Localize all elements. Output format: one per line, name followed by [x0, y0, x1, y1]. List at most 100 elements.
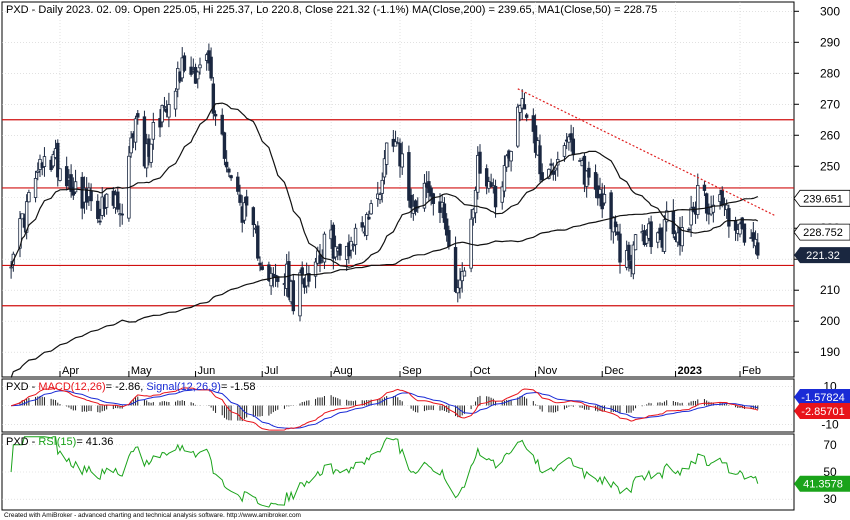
candle-body	[409, 194, 413, 209]
price-value-tags: 239.651 228.752 221.32	[793, 189, 850, 264]
price-frame	[1, 1, 795, 378]
candle-body	[196, 71, 200, 80]
candle-body	[704, 193, 709, 214]
rsi-legend-value: = 41.36	[76, 436, 113, 448]
candle-body	[160, 105, 164, 123]
candle-body	[158, 117, 162, 128]
candle-body	[351, 244, 356, 247]
candle-body	[524, 114, 529, 118]
candle-body	[538, 145, 542, 175]
ma200-line	[10, 196, 759, 378]
candle-body	[24, 201, 29, 233]
macd-legend-prefix: PXD -	[6, 381, 38, 393]
candle-body	[236, 176, 240, 192]
macd-lines	[10, 387, 759, 431]
candle-body	[378, 194, 382, 201]
candle-body	[224, 161, 229, 168]
macd-legend-signal-value: = -1.58	[221, 381, 256, 393]
candle-body	[520, 98, 524, 109]
candle-body	[69, 174, 73, 192]
price-y-tick-label: 250	[820, 159, 840, 173]
rsi-y-axis: 70 50 30	[823, 438, 837, 506]
price-x-tick-label: Aug	[333, 365, 353, 377]
candle-body	[742, 223, 747, 243]
price-x-tick-label: Jun	[198, 365, 216, 377]
candle-body	[598, 188, 602, 195]
candle-body	[756, 242, 760, 256]
candle-body	[9, 266, 13, 269]
candle-body	[413, 200, 418, 212]
candle-body	[136, 113, 140, 118]
ma50-line	[10, 102, 759, 268]
signal-line	[11, 389, 758, 429]
candle-body	[360, 222, 364, 228]
candle-body	[649, 221, 653, 248]
candle-body	[238, 194, 242, 203]
candle-body	[27, 192, 31, 203]
candle-body	[613, 221, 618, 228]
candle-body	[644, 234, 649, 244]
candle-body	[689, 207, 693, 226]
macd-value-tags: -1.57824 -2.85701	[794, 389, 850, 419]
price-x-tick-label: Nov	[538, 365, 558, 377]
candle-body	[473, 189, 478, 214]
price-grid	[2, 2, 794, 377]
rsi-line	[10, 436, 759, 508]
price-y-tick-label: 300	[820, 4, 840, 18]
candle-body	[593, 172, 598, 190]
candle-body	[540, 172, 544, 181]
candle-body	[471, 209, 476, 219]
candle-body	[447, 230, 451, 247]
candle-body	[740, 217, 744, 230]
rsi-legend: PXD - RSI(15)= 41.36	[6, 436, 113, 448]
candle-body	[58, 168, 62, 181]
candle-body	[322, 233, 327, 263]
macd-legend-macd-value: = -2.86,	[106, 381, 147, 393]
candle-body	[549, 163, 553, 166]
macd-y-tick-label: -10	[821, 417, 839, 431]
candle-body	[382, 158, 387, 178]
candle-body	[582, 155, 587, 185]
macd-legend: PXD - MACD(12,26)= -2.86, Signal(12,26,9…	[6, 381, 256, 393]
candle-body	[104, 193, 109, 208]
candle-body	[173, 90, 178, 110]
candle-body	[531, 115, 536, 132]
candle-body	[229, 175, 233, 179]
candle-body	[751, 232, 756, 242]
candle-body	[64, 166, 69, 187]
signal-value-tag: -1.57824	[794, 389, 850, 405]
candle-body	[656, 232, 660, 243]
candle-body	[562, 145, 567, 157]
candle-body	[571, 138, 576, 156]
candle-body	[298, 272, 302, 317]
candle-body	[400, 153, 404, 168]
candle-body	[220, 114, 224, 135]
candle-body	[367, 216, 371, 220]
candle-body	[307, 273, 311, 282]
price-panel: 190200210220230240250260270280290300 Apr…	[1, 1, 850, 378]
candle-body	[680, 227, 684, 247]
candle-body	[702, 184, 707, 191]
candle-body	[142, 116, 147, 167]
price-y-tick-label: 290	[820, 35, 840, 49]
candle-body	[211, 83, 216, 114]
footer-credit: Created with AmiBroker - advanced charti…	[4, 512, 301, 519]
price-x-tick-label: Dec	[604, 365, 624, 377]
candle-body	[584, 170, 589, 187]
candle-body	[662, 219, 667, 252]
macd-legend-signal-name: Signal(12,26,9)	[146, 381, 221, 393]
rsi-line-path	[10, 436, 759, 508]
candle-body	[384, 142, 389, 165]
ma200-value-tag-box	[793, 189, 850, 207]
candle-body	[267, 264, 271, 281]
ma50-value-tag: 228.752	[793, 223, 850, 241]
candle-body	[602, 194, 607, 204]
candle-body	[733, 220, 738, 231]
candle-body	[18, 218, 22, 249]
last-price-tag: 221.32	[794, 247, 850, 264]
rsi-value-tag: 41.3578	[794, 475, 850, 492]
ma50-value-tag-text: 228.752	[803, 227, 843, 239]
candle-body	[509, 150, 513, 162]
candle-body	[484, 168, 489, 187]
